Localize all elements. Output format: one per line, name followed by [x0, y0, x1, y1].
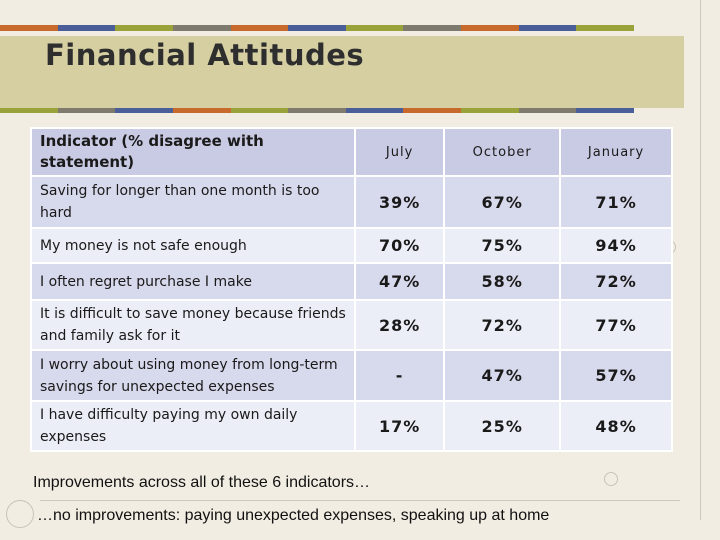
row-indicator: I worry about using money from long-term…: [30, 349, 356, 402]
header-indicator: Indicator (% disagree with statement): [30, 127, 356, 177]
row-july: 39%: [353, 175, 446, 229]
page-title: Financial Attitudes: [45, 38, 365, 72]
no-improvements-note: …no improvements: paying unexpected expe…: [37, 507, 550, 524]
row-july: 17%: [353, 400, 446, 452]
table-row: I have difficulty paying my own daily ex…: [30, 400, 673, 452]
decor-line-bottom: [40, 500, 680, 501]
bottom-color-stripe: [0, 108, 635, 113]
decor-circle-bottom-right: [604, 472, 618, 486]
row-january: 71%: [559, 175, 673, 229]
table-row: My money is not safe enough 70% 75% 94%: [30, 227, 673, 264]
table-header-row: Indicator (% disagree with statement) Ju…: [30, 127, 673, 177]
row-october: 25%: [443, 400, 562, 452]
table-row: It is difficult to save money because fr…: [30, 299, 673, 351]
row-january: 72%: [559, 262, 673, 301]
row-indicator: My money is not safe enough: [30, 227, 356, 264]
header-january: January: [559, 127, 673, 177]
financial-attitudes-table: Indicator (% disagree with statement) Ju…: [30, 127, 673, 452]
row-october: 58%: [443, 262, 562, 301]
row-october: 47%: [443, 349, 562, 402]
row-indicator: Saving for longer than one month is too …: [30, 175, 356, 229]
improvements-note: Improvements across all of these 6 indic…: [33, 474, 371, 491]
row-october: 67%: [443, 175, 562, 229]
table-row: Saving for longer than one month is too …: [30, 175, 673, 229]
row-july: 70%: [353, 227, 446, 264]
row-indicator: I have difficulty paying my own daily ex…: [30, 400, 356, 452]
decor-circle-bottom-left: [6, 500, 34, 528]
row-january: 94%: [559, 227, 673, 264]
title-band: [0, 36, 684, 108]
row-october: 75%: [443, 227, 562, 264]
table-row: I often regret purchase I make 47% 58% 7…: [30, 262, 673, 301]
row-january: 48%: [559, 400, 673, 452]
top-color-stripe: [0, 25, 635, 31]
header-july: July: [353, 127, 446, 177]
row-july: -: [353, 349, 446, 402]
header-october: October: [443, 127, 562, 177]
row-january: 77%: [559, 299, 673, 351]
row-january: 57%: [559, 349, 673, 402]
row-indicator: It is difficult to save money because fr…: [30, 299, 356, 351]
table-row: I worry about using money from long-term…: [30, 349, 673, 402]
row-july: 47%: [353, 262, 446, 301]
row-october: 72%: [443, 299, 562, 351]
decor-line-right: [700, 0, 701, 520]
row-indicator: I often regret purchase I make: [30, 262, 356, 301]
row-july: 28%: [353, 299, 446, 351]
